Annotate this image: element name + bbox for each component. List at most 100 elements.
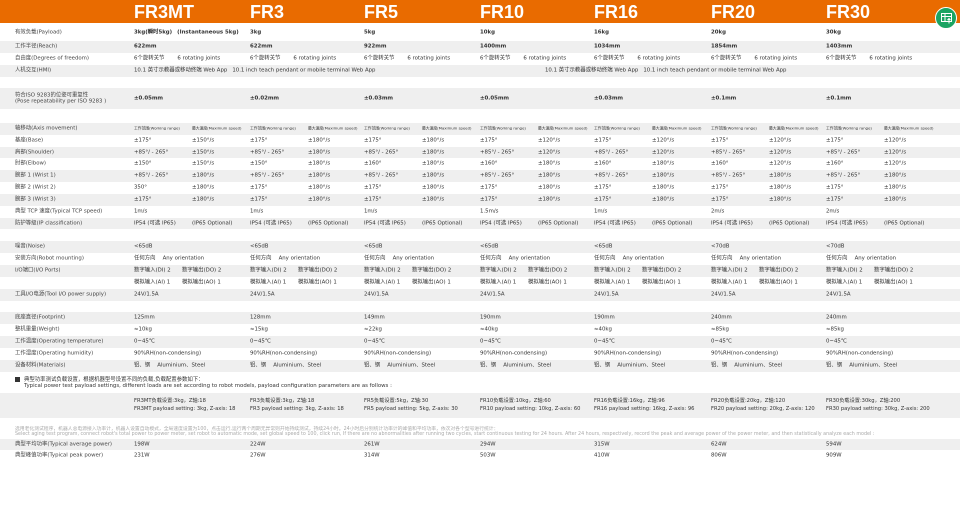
spec-label: 典型平均功率(Typical average power) <box>15 441 113 448</box>
spec-value-secondary: ±180°/s <box>769 196 792 203</box>
power-note-en: Typical power test payload settings, dif… <box>24 383 392 389</box>
spec-row-toolio: 工具I/O电源(Tool I/O power supply) 24V/1.5A 24… <box>0 289 960 301</box>
spec-value-primary: 198W <box>134 441 150 448</box>
spec-value-fr20: ±0.1mm <box>711 95 736 102</box>
spec-value-primary: 模拟输入(AI) 1 <box>711 279 748 286</box>
payload-setting-fr30: FR30负载设置:30kg，Z轴:200 FR30 payload setting… <box>826 397 930 413</box>
payload-setting-zh: FR3负载设置:3kg，Z轴:18 <box>250 398 315 404</box>
spec-value-secondary: ±120°/s <box>769 160 792 167</box>
spec-value-fr5: 24V/1.5A <box>364 292 389 299</box>
spec-value-fr16: 1m/s <box>594 209 607 216</box>
spec-value-secondary: Any orientation <box>854 255 897 262</box>
spec-value-secondary: ±180°/s <box>308 196 331 203</box>
spec-value-primary: IP54 (可选 IP65) <box>480 220 522 227</box>
spec-value-fr20: <70dB <box>711 244 730 251</box>
spec-value-secondary: Aluminium、Steel <box>503 362 552 369</box>
spec-value-fr10: ±160° ±180°/s <box>480 160 560 168</box>
spec-value-fr20: ±175° ±120°/s <box>711 138 791 145</box>
payload-setting-fr16: FR16负载设置:16kg，Z轴:96 FR16 payload setting:… <box>594 397 694 413</box>
spec-value-primary: 工作范围(Working range) <box>711 125 757 131</box>
spec-label: 腕部 3 (Wrist 3) <box>15 196 56 203</box>
spec-value-fr30: ±160° ±120°/s <box>826 161 906 168</box>
spec-value-primary: 24V/1.5A <box>364 291 389 298</box>
spec-value-fr3: 6个旋转关节 6 rotating joints <box>250 56 336 63</box>
spec-value-primary: ±160° <box>480 160 498 167</box>
spec-value-primary: +85°/ - 265° <box>711 149 746 156</box>
spec-value-fr3mt: 622mm <box>134 44 157 51</box>
spec-value-fr30: 594W <box>826 441 842 448</box>
spec-value-secondary: 数字输出(DO) 2 <box>528 267 568 274</box>
spec-value-secondary: ±120°/s <box>538 149 561 156</box>
spec-value-primary: 6个旋转关节 <box>594 55 625 62</box>
spec-value-primary: 0~45℃ <box>594 338 615 345</box>
spec-value-secondary: ±120°/s <box>884 149 907 156</box>
spec-value-primary: 3kg <box>250 29 262 36</box>
spec-value-fr16: 16kg <box>594 29 609 36</box>
spec-value-fr30: 90%RH(non-condensing) <box>826 351 893 358</box>
spec-value-fr3: +85°/ - 265° ±180°/s <box>250 173 330 180</box>
spec-value-primary: 0~45℃ <box>134 338 155 345</box>
spec-value-primary: ±175° <box>826 196 844 203</box>
spec-value-fr3: 1m/s <box>250 209 263 216</box>
spec-value-primary: 数字输入(DI) 2 <box>134 267 171 274</box>
spec-value-primary: 任何方向 <box>826 255 848 262</box>
spec-value-fr30: 6个旋转关节 6 rotating joints <box>826 56 912 63</box>
spec-value-fr5: ±175° ±180°/s <box>364 197 444 204</box>
spec-value-primary: ±0.03mm <box>594 95 624 102</box>
export-table-button[interactable] <box>935 7 957 29</box>
spec-value-secondary: 6 rotating joints <box>293 55 337 62</box>
payload-setting-en: FR3MT payload setting: 3kg, Z-axis: 18 <box>134 406 236 412</box>
spec-value-fr16: ≈40kg <box>594 327 612 334</box>
spec-value-primary: 任何方向 <box>364 255 386 262</box>
spec-value-secondary: ±120°/s <box>884 160 907 167</box>
spec-value-fr3: 10.1 英寸示教器或移动终端 Web App 10.1 inch teach p… <box>545 68 786 75</box>
spec-value-secondary: Any orientation <box>392 255 435 262</box>
payload-setting-zh: FR5负载设置:5kg，Z轴:30 <box>364 398 429 404</box>
spec-value-fr5: 261W <box>364 441 380 448</box>
spec-value-fr16: +85°/ - 265° ±120°/s <box>594 149 674 156</box>
spec-value-primary: +85°/ - 265° <box>134 149 169 156</box>
spec-value-primary: 1m/s <box>250 208 264 215</box>
payload-setting-fr5: FR5负载设置:5kg，Z轴:30 FR5 payload setting: 5k… <box>364 397 458 413</box>
spec-value-fr10: 铝、钢 Aluminium、Steel <box>480 363 551 370</box>
spec-value-primary: 190mm <box>594 314 615 321</box>
spec-value-secondary: ±180°/s <box>652 184 675 191</box>
spec-value-primary: 铝、钢 <box>134 362 151 369</box>
spec-value-primary: IP54 (可选 IP65) <box>826 220 868 227</box>
spec-value-secondary: ±180°/s <box>422 137 445 144</box>
spec-value-secondary: 数字输出(DO) 2 <box>874 267 914 274</box>
spec-value-primary: ≈85kg <box>826 326 844 333</box>
spec-value-primary: 工作范围(Working range) <box>594 125 640 131</box>
spec-value-fr20: 工作范围(Working range) 最大速度(Maximum speed) <box>711 125 819 132</box>
spec-value-fr30: ±175° ±180°/s <box>826 185 906 192</box>
spec-value-primary: 任何方向 <box>711 255 733 262</box>
spec-value-primary: 模拟输入(AI) 1 <box>594 279 631 286</box>
spec-value-fr3mt: 231W <box>134 453 150 460</box>
spec-value-secondary: ±180°/s <box>308 184 331 191</box>
payload-setting-fr3mt: FR3MT负载设置:3kg，Z轴:18 FR3MT payload setting… <box>134 397 235 413</box>
spec-value-primary: 2m/s <box>826 208 840 215</box>
spec-value-fr30: +85°/ - 265° ±120°/s <box>826 149 906 156</box>
spec-value-fr16: 410W <box>594 453 610 460</box>
spec-value-secondary: 最大速度(Maximum speed) <box>538 125 588 131</box>
spec-value-primary: IP54 (可选 IP65) <box>134 220 176 227</box>
spec-value-fr10: 90%RH(non-condensing) <box>480 351 547 358</box>
table-export-icon <box>941 13 952 24</box>
spec-value-primary: ±175° <box>250 137 268 144</box>
spec-value-fr5: 任何方向 Any orientation <box>364 256 434 263</box>
spec-value-secondary: ±180°/s <box>422 184 445 191</box>
spec-value-secondary: ±180°/s <box>422 149 445 156</box>
spec-value-fr10: ≈40kg <box>480 327 498 334</box>
spec-label: 肘部(Elbow) <box>15 160 47 167</box>
spec-value-fr16: 铝、钢 Aluminium、Steel <box>594 363 665 370</box>
spec-value-secondary: ±180°/s <box>652 196 675 203</box>
spec-value-fr5: ±175° ±180°/s <box>364 185 444 192</box>
spec-value-fr20: ≈85kg <box>711 327 729 334</box>
spec-value-fr30: 1403mm <box>826 44 852 51</box>
spec-row-wrist3: 腕部 3 (Wrist 3) ±175° ±180°/s ±175° ±180°/s ±1… <box>0 194 960 206</box>
spec-value-primary: 10.1 英寸示教器或移动终端 Web App <box>134 67 228 74</box>
spec-value-primary: 模拟输入(AI) 1 <box>134 279 171 286</box>
spec-value-fr3mt: ±0.05mm <box>134 95 163 102</box>
spec-value-fr30: 工作范围(Working range) 最大速度(Maximum speed) <box>826 126 934 132</box>
spec-value-secondary: (IP65 Optional) <box>308 220 349 227</box>
